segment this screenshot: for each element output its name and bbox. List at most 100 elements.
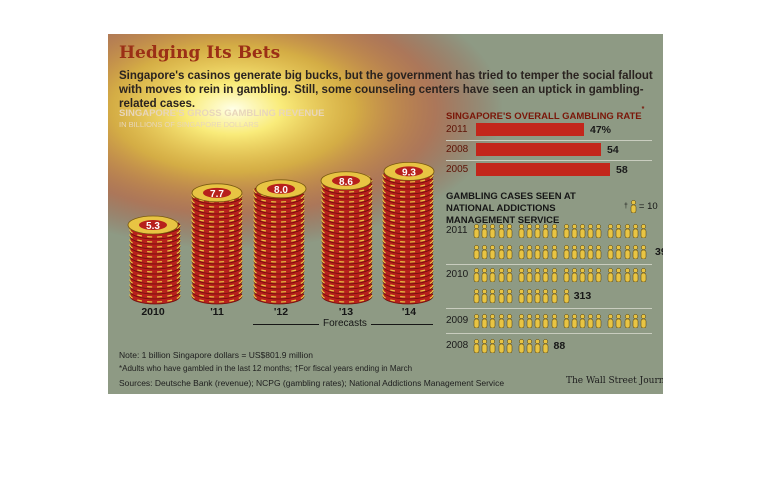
credit-text: The Wall Street Journal: [566, 376, 663, 386]
person-icon: [506, 245, 512, 259]
person-icon: [534, 289, 541, 303]
revenue-category-label: '14: [402, 306, 416, 318]
person-icon: [616, 224, 622, 238]
person-icon: [526, 268, 533, 282]
cases-title-text: GAMBLING CASES SEEN AT NATIONAL ADDICTIO…: [446, 191, 576, 226]
infographic-panel: Hedging Its Bets Singapore's casinos gen…: [108, 34, 663, 394]
person-icon: [608, 314, 614, 328]
revenue-bar: [382, 161, 435, 305]
person-icon: [473, 289, 480, 303]
person-icon: [534, 224, 541, 238]
person-icon: [632, 245, 639, 259]
person-icon: [534, 245, 541, 259]
cases-year-label: 2011: [446, 225, 468, 236]
person-icon: [616, 268, 622, 282]
rate-bar: [476, 143, 601, 156]
revenue-bar: [127, 215, 181, 305]
rate-row: 2008 54: [446, 143, 619, 156]
person-icon: [632, 314, 639, 328]
cases-figure-row: [473, 268, 652, 282]
person-icon: [616, 314, 622, 328]
person-icon: [640, 268, 647, 282]
person-icon: [543, 268, 549, 282]
person-icon: [498, 268, 504, 282]
person-icon: [543, 339, 549, 353]
person-icon: [473, 224, 480, 238]
person-icon: [518, 314, 524, 328]
cases-figure-row: [473, 314, 652, 328]
person-icon: [481, 314, 488, 328]
cases-legend: † = 10: [624, 200, 658, 213]
person-icon: [498, 339, 504, 353]
cases-figure-row: [473, 224, 652, 238]
person-icon: [596, 224, 602, 238]
person-icon: [640, 245, 647, 259]
rate-bar: [476, 163, 610, 176]
revenue-bar: [191, 183, 243, 305]
cases-title: GAMBLING CASES SEEN AT NATIONAL ADDICTIO…: [446, 191, 626, 227]
rate-value-label: 54: [607, 143, 619, 156]
person-icon: [473, 339, 480, 353]
person-icon: [596, 268, 602, 282]
cases-value-label: 88: [553, 340, 566, 352]
revenue-value-label: 8.0: [274, 185, 288, 196]
cases-year-label: 2010: [446, 269, 469, 280]
person-icon: [518, 245, 524, 259]
person-icon: [473, 245, 480, 259]
sources-text: Sources: Deutsche Bank (revenue); NCPG (…: [119, 378, 505, 388]
person-icon: [490, 268, 496, 282]
cases-figure-row: 88: [473, 339, 565, 353]
page-title: Hedging Its Bets: [119, 43, 281, 63]
revenue-chart: 5.3 2010 7.7 '11 8.0 '12 8.6 '13 9.3 '14: [127, 161, 435, 318]
cases-separator: [446, 308, 652, 309]
rate-year-label: 2005: [446, 164, 469, 175]
person-icon: [518, 289, 524, 303]
gambling-rate-title-text: SINGAPORE'S OVERALL GAMBLING RATE: [446, 111, 642, 122]
gambling-rate-title-mark: *: [641, 106, 645, 113]
person-icon: [526, 245, 533, 259]
person-icon: [579, 314, 586, 328]
person-icon: [551, 224, 557, 238]
page-subtitle: Singapore's casinos generate big bucks, …: [119, 70, 653, 110]
rate-bar: [476, 123, 584, 136]
rate-year-label: 2011: [446, 124, 468, 135]
revenue-category-label: '11: [210, 306, 224, 318]
person-icon: [498, 314, 504, 328]
revenue-value-label: 7.7: [210, 189, 224, 200]
rate-value-label: 47%: [590, 123, 612, 136]
person-icon: [630, 200, 637, 213]
person-icon: [481, 245, 488, 259]
cases-separator: [446, 333, 652, 334]
person-icon: [571, 245, 577, 259]
note-text: Note: 1 billion Singapore dollars = US$8…: [119, 350, 313, 360]
person-icon: [596, 245, 602, 259]
person-icon: [579, 224, 586, 238]
person-icon: [490, 314, 496, 328]
person-icon: [563, 268, 569, 282]
cases-figure-row: 313: [473, 289, 591, 303]
person-icon: [608, 268, 614, 282]
person-icon: [498, 245, 504, 259]
person-icon: [506, 314, 512, 328]
person-icon: [526, 314, 533, 328]
person-icon: [551, 245, 557, 259]
person-icon: [563, 314, 569, 328]
person-icon: [490, 289, 496, 303]
person-icon: [616, 245, 622, 259]
person-icon: [624, 224, 630, 238]
person-icon: [551, 268, 557, 282]
person-icon: [563, 245, 569, 259]
revenue-chart-title: SINGAPORE'S GROSS GAMBLING REVENUE: [119, 108, 325, 119]
person-icon: [490, 245, 496, 259]
person-icon: [624, 268, 630, 282]
person-icon: [481, 339, 488, 353]
revenue-category-label: 2010: [141, 306, 165, 318]
person-icon: [587, 314, 594, 328]
cases-year-label: 2009: [446, 315, 469, 326]
rate-year-label: 2008: [446, 144, 469, 155]
person-icon: [640, 314, 647, 328]
person-icon: [571, 224, 577, 238]
person-icon: [534, 268, 541, 282]
person-icon: [526, 339, 533, 353]
person-icon: [587, 268, 594, 282]
